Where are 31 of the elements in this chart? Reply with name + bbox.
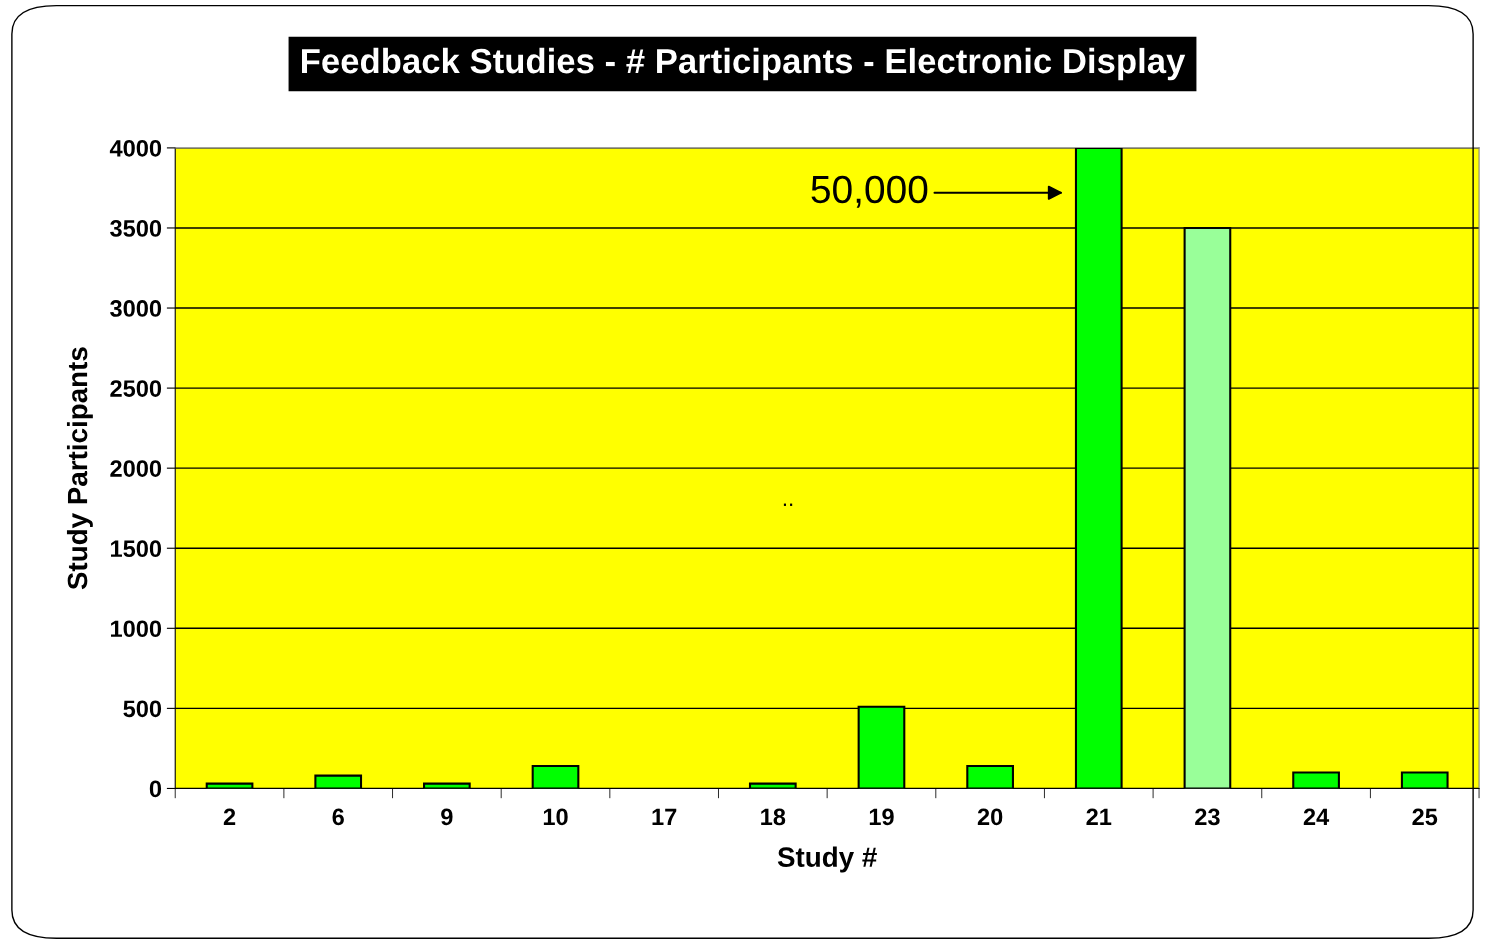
- y-tick-label: 3000: [110, 300, 162, 317]
- x-tick-label: 21: [1086, 808, 1112, 826]
- x-tick-label: 19: [869, 808, 894, 826]
- x-tick-label: 9: [441, 808, 453, 826]
- y-tick-label: 500: [123, 700, 162, 718]
- x-tick-label: 24: [1303, 808, 1330, 826]
- bar: [966, 764, 1014, 789]
- y-axis-title: Study Participants: [66, 347, 93, 590]
- y-tick-label: 0: [149, 780, 162, 798]
- x-tick-label: 18: [761, 808, 786, 826]
- bar: [1292, 771, 1340, 789]
- bar: [1400, 771, 1449, 789]
- x-tick-label: 6: [332, 808, 344, 826]
- y-tick-label: 4000: [109, 139, 162, 157]
- x-axis-title: Study #: [777, 846, 877, 873]
- annotation: ..: [783, 503, 793, 506]
- y-tick-label: 1000: [111, 620, 162, 638]
- x-tick-label: 25: [1412, 808, 1438, 826]
- y-tick-label: 2500: [110, 380, 162, 397]
- bar: [531, 764, 580, 789]
- x-tick-label: 20: [977, 808, 1003, 826]
- x-tick-label: 17: [652, 808, 677, 826]
- x-tick-label: 2: [223, 808, 236, 826]
- y-tick-label: 2000: [110, 460, 162, 477]
- x-tick-label: 10: [543, 808, 568, 826]
- annotation: 50,000: [811, 175, 928, 208]
- y-tick-label: 3500: [110, 220, 162, 237]
- x-tick-label: 23: [1195, 808, 1220, 826]
- bar: [314, 774, 363, 789]
- chart-title: Feedback Studies - # Participants - Electronic Display: [302, 47, 1186, 81]
- y-tick-label: 1500: [111, 540, 162, 558]
